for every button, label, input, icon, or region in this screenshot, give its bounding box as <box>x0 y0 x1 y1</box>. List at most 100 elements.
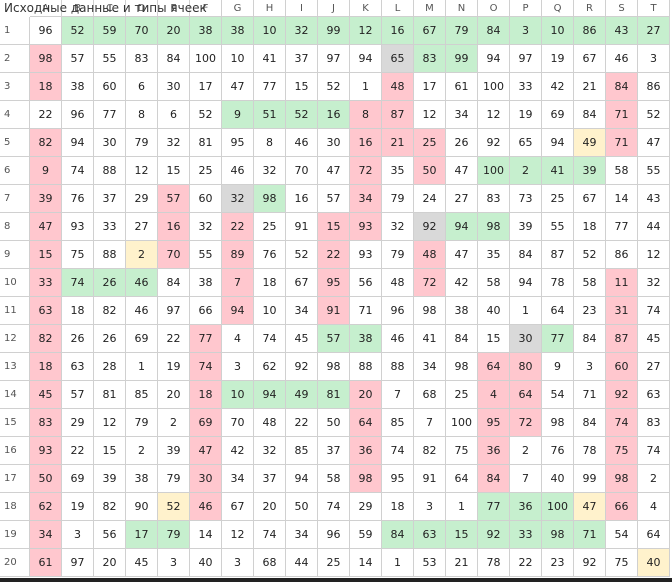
cell: 11 <box>606 269 638 297</box>
cell: 63 <box>62 353 94 381</box>
cell: 7 <box>222 269 254 297</box>
cell: 22 <box>62 437 94 465</box>
cell: 77 <box>190 325 222 353</box>
cell: 92 <box>574 549 606 577</box>
cell: 75 <box>606 549 638 577</box>
row-number: 4 <box>0 101 30 129</box>
cell: 63 <box>414 521 446 549</box>
cell: 15 <box>30 241 62 269</box>
cell: 58 <box>318 465 350 493</box>
cell: 16 <box>158 213 190 241</box>
cell: 76 <box>542 437 574 465</box>
cell: 94 <box>254 381 286 409</box>
cell: 35 <box>382 157 414 185</box>
cell: 15 <box>446 521 478 549</box>
cell: 42 <box>446 269 478 297</box>
cell: 32 <box>158 129 190 157</box>
cell: 98 <box>414 297 446 325</box>
cell: 93 <box>62 213 94 241</box>
cell: 74 <box>190 353 222 381</box>
cell: 82 <box>30 129 62 157</box>
cell: 56 <box>94 521 126 549</box>
column-header: O <box>478 0 510 17</box>
cell: 38 <box>62 73 94 101</box>
cell: 14 <box>606 185 638 213</box>
cell: 45 <box>286 325 318 353</box>
column-header: A <box>30 0 62 17</box>
cell: 12 <box>126 157 158 185</box>
cell: 7 <box>382 381 414 409</box>
cell: 55 <box>542 213 574 241</box>
cell: 71 <box>350 297 382 325</box>
cell: 78 <box>574 437 606 465</box>
cell: 34 <box>286 297 318 325</box>
cell: 77 <box>254 73 286 101</box>
column-header: M <box>414 0 446 17</box>
cell: 95 <box>382 465 414 493</box>
cell: 94 <box>62 129 94 157</box>
cell: 99 <box>574 465 606 493</box>
cell: 81 <box>318 381 350 409</box>
cell: 36 <box>510 493 542 521</box>
cell: 12 <box>350 17 382 45</box>
cell: 2 <box>126 241 158 269</box>
cell: 25 <box>542 185 574 213</box>
cell: 81 <box>94 381 126 409</box>
cell: 25 <box>254 213 286 241</box>
cell: 61 <box>446 73 478 101</box>
cell: 71 <box>606 101 638 129</box>
cell: 20 <box>350 381 382 409</box>
cell: 46 <box>606 45 638 73</box>
cell: 52 <box>286 101 318 129</box>
cell: 10 <box>222 45 254 73</box>
cell: 47 <box>574 493 606 521</box>
cell: 90 <box>126 493 158 521</box>
cell: 14 <box>190 521 222 549</box>
cell: 19 <box>542 45 574 73</box>
cell: 91 <box>286 213 318 241</box>
cell: 46 <box>222 157 254 185</box>
column-header: E <box>158 0 190 17</box>
cell: 91 <box>414 465 446 493</box>
cell: 2 <box>510 157 542 185</box>
cell: 17 <box>190 73 222 101</box>
cell: 69 <box>542 101 574 129</box>
cell: 26 <box>62 325 94 353</box>
cell: 2 <box>638 465 670 493</box>
cell: 74 <box>638 297 670 325</box>
cell: 35 <box>478 241 510 269</box>
cell: 47 <box>222 73 254 101</box>
cell: 94 <box>478 45 510 73</box>
cell: 77 <box>94 101 126 129</box>
column-header: J <box>318 0 350 17</box>
cell: 32 <box>638 269 670 297</box>
cell: 46 <box>382 325 414 353</box>
cell: 29 <box>350 493 382 521</box>
row-number: 10 <box>0 269 30 297</box>
cell: 41 <box>542 157 574 185</box>
cell: 64 <box>446 465 478 493</box>
cell: 12 <box>222 521 254 549</box>
cell: 39 <box>30 185 62 213</box>
cell: 16 <box>382 17 414 45</box>
cell: 84 <box>478 465 510 493</box>
cell: 27 <box>126 213 158 241</box>
cell: 18 <box>190 381 222 409</box>
column-header: T <box>638 0 670 17</box>
cell: 92 <box>478 521 510 549</box>
cell: 38 <box>190 269 222 297</box>
cell: 94 <box>286 465 318 493</box>
cell: 9 <box>542 353 574 381</box>
cell: 4 <box>222 325 254 353</box>
cell: 55 <box>638 157 670 185</box>
cell: 45 <box>126 549 158 577</box>
cell: 30 <box>190 465 222 493</box>
cell: 34 <box>30 521 62 549</box>
cell: 100 <box>478 73 510 101</box>
cell: 75 <box>606 437 638 465</box>
cell: 79 <box>126 129 158 157</box>
cell: 15 <box>318 213 350 241</box>
row-number: 14 <box>0 381 30 409</box>
cell: 18 <box>574 213 606 241</box>
cell: 6 <box>126 73 158 101</box>
